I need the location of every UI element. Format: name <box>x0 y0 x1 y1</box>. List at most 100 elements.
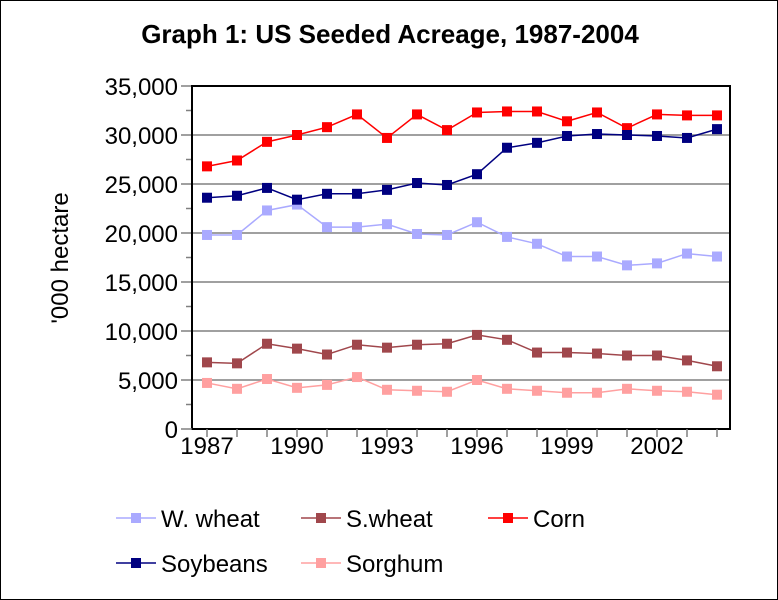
data-point <box>472 217 482 228</box>
data-point <box>292 194 302 205</box>
legend-label: Soybeans <box>161 551 268 578</box>
data-point <box>712 389 722 400</box>
data-point <box>652 385 662 396</box>
data-point <box>322 188 332 199</box>
data-point <box>232 358 242 369</box>
legend-marker <box>316 513 326 523</box>
legend-item: W. wheat <box>116 506 260 533</box>
data-point <box>322 122 332 133</box>
legend-label: Corn <box>533 506 585 533</box>
data-point <box>622 350 632 361</box>
data-point <box>712 361 722 372</box>
series-soybeans <box>202 124 722 205</box>
data-point <box>502 334 512 345</box>
data-point <box>682 248 692 259</box>
data-point <box>532 106 542 117</box>
series-s-wheat <box>202 329 722 372</box>
series-line <box>206 334 718 368</box>
data-point <box>352 222 362 233</box>
series-line <box>206 128 718 201</box>
data-point <box>562 387 572 398</box>
data-point <box>262 374 272 385</box>
data-point <box>652 130 662 141</box>
data-point <box>712 110 722 121</box>
data-point <box>232 229 242 240</box>
data-point <box>412 228 422 239</box>
data-point <box>202 357 212 368</box>
data-point <box>622 260 632 271</box>
data-point <box>352 188 362 199</box>
series-w-wheat <box>202 199 722 271</box>
data-point <box>262 205 272 216</box>
legend-marker <box>131 513 141 523</box>
data-point <box>442 125 452 136</box>
data-point <box>652 258 662 269</box>
series-line <box>206 110 717 168</box>
legend-label: Sorghum <box>346 551 443 578</box>
data-point <box>562 130 572 141</box>
data-point <box>502 142 512 153</box>
data-point <box>562 116 572 127</box>
data-point <box>532 137 542 148</box>
legend-label: W. wheat <box>161 506 260 533</box>
data-point <box>472 107 482 118</box>
legend-item: S.wheat <box>301 506 433 533</box>
data-point <box>502 383 512 394</box>
data-point <box>232 383 242 394</box>
chart-title: Graph 1: US Seeded Acreage, 1987-2004 <box>141 19 639 49</box>
data-point <box>262 338 272 349</box>
data-point <box>202 161 212 172</box>
data-point <box>412 178 422 189</box>
legend-item: Sorghum <box>301 551 443 578</box>
legend-label: S.wheat <box>346 506 433 533</box>
data-point <box>592 129 602 140</box>
data-point <box>622 123 632 134</box>
data-point <box>382 342 392 353</box>
series-corn <box>202 106 722 172</box>
legend-item: Soybeans <box>116 551 268 578</box>
data-point <box>442 338 452 349</box>
data-point <box>442 386 452 397</box>
data-point <box>622 130 632 140</box>
x-tick-label: 1993 <box>360 433 413 460</box>
x-tick-label: 1987 <box>180 433 233 460</box>
data-point <box>442 179 452 190</box>
y-tick-label: 0 <box>165 417 178 444</box>
y-tick-label: 30,000 <box>105 123 178 150</box>
legend-marker <box>503 513 513 523</box>
y-axis-label: '000 hectare <box>47 192 74 323</box>
data-point <box>382 384 392 395</box>
data-point <box>322 222 332 233</box>
data-point <box>352 339 362 350</box>
data-point <box>412 385 422 396</box>
legend-marker <box>131 558 141 568</box>
data-point <box>682 355 692 366</box>
legend-marker <box>316 558 326 568</box>
series-sorghum <box>202 372 722 400</box>
data-point <box>382 132 392 143</box>
data-point <box>232 155 242 166</box>
data-point <box>712 124 722 135</box>
data-point <box>682 386 692 397</box>
data-point <box>532 238 542 249</box>
data-point <box>292 130 302 140</box>
x-tick-label: 1999 <box>540 433 593 460</box>
data-point <box>532 347 542 358</box>
data-point <box>322 349 332 360</box>
data-point <box>502 231 512 242</box>
data-point <box>262 182 272 193</box>
data-point <box>652 109 662 120</box>
data-point <box>472 375 482 385</box>
data-point <box>652 350 662 361</box>
data-point <box>442 229 452 240</box>
data-point <box>202 377 212 388</box>
data-point <box>472 329 482 340</box>
data-point <box>232 190 242 201</box>
data-point <box>262 136 272 147</box>
plot-frame <box>191 85 731 430</box>
data-point <box>532 385 542 396</box>
data-point <box>682 132 692 143</box>
data-point <box>562 251 572 262</box>
data-point <box>352 109 362 120</box>
